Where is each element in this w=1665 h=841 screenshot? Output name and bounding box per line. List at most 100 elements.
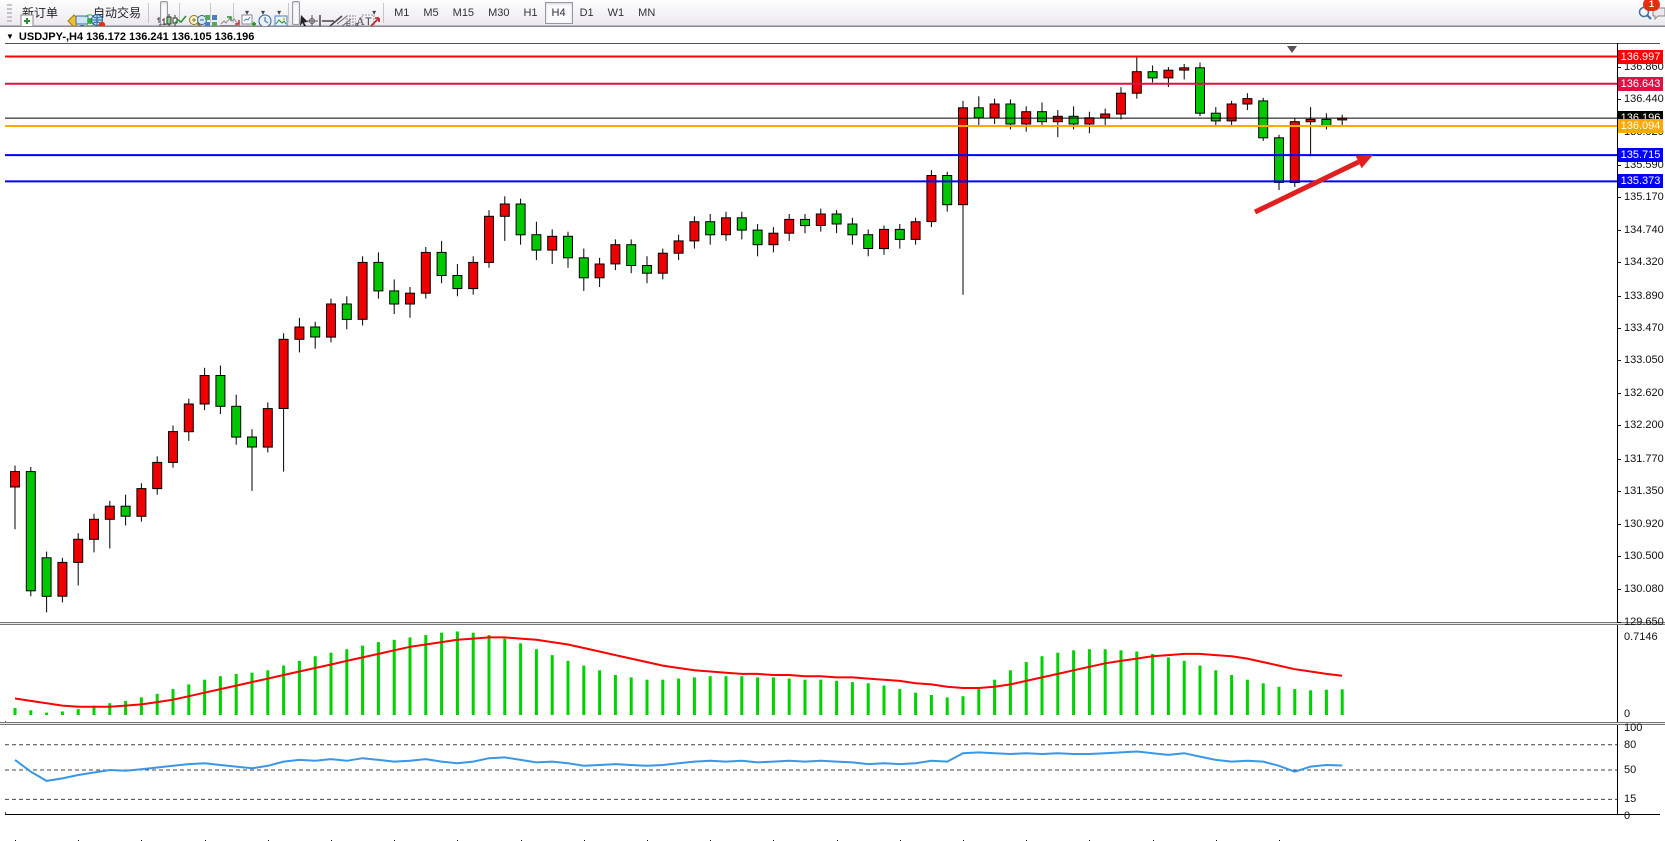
price-tick-mark bbox=[1617, 164, 1621, 166]
search-button[interactable] bbox=[1633, 1, 1652, 25]
macd-histogram-bar bbox=[582, 665, 586, 715]
macd-histogram-bar bbox=[1087, 649, 1091, 715]
timeframe-m5-button[interactable]: M5 bbox=[423, 6, 439, 19]
tile-windows-button[interactable] bbox=[199, 1, 218, 27]
price-tick-label: 136.860 bbox=[1624, 61, 1664, 74]
equidistant-channel-button[interactable]: E bbox=[332, 1, 352, 29]
timeframe-h1-button[interactable]: H1 bbox=[523, 6, 538, 19]
candle-body bbox=[531, 234, 542, 251]
chevron-down-icon[interactable]: ▾ bbox=[372, 8, 377, 17]
text-button[interactable]: A bbox=[348, 1, 365, 28]
rsi-line bbox=[14, 750, 1343, 782]
macd-histogram-bar bbox=[787, 678, 791, 715]
line-chart-button[interactable] bbox=[168, 1, 187, 25]
timeframe-m30-button[interactable]: M30 bbox=[488, 6, 510, 19]
candle-body bbox=[183, 403, 194, 433]
rsi-canvas[interactable] bbox=[5, 725, 1617, 812]
toolbar-separator bbox=[148, 2, 150, 23]
candle-body bbox=[452, 275, 463, 290]
vertical-line-button[interactable] bbox=[308, 1, 321, 27]
price-line-badge: 136.094 bbox=[1618, 118, 1663, 133]
rsi-axis-80: 80 bbox=[1624, 738, 1637, 751]
rsi-axis-50: 50 bbox=[1624, 764, 1637, 776]
macd-histogram-bar bbox=[313, 656, 317, 715]
macd-panel-splitter[interactable] bbox=[0, 622, 1665, 625]
chevron-down-icon[interactable]: ▾ bbox=[261, 8, 266, 17]
macd-histogram-bar bbox=[250, 672, 254, 715]
crosshair-button[interactable] bbox=[300, 1, 319, 27]
time-axis-line bbox=[5, 814, 1660, 815]
toolbar-grip bbox=[7, 3, 12, 22]
candle-body bbox=[1242, 98, 1253, 105]
timeframe-h4-button[interactable]: H4 bbox=[544, 1, 573, 24]
new-chart-button[interactable]: ▾ bbox=[237, 1, 257, 26]
candle-body bbox=[1179, 67, 1190, 71]
macd-histogram-bar bbox=[1182, 660, 1186, 715]
timeframe-m1-button[interactable]: M1 bbox=[394, 6, 410, 19]
chart-shift-marker[interactable] bbox=[1287, 46, 1297, 53]
candle-body bbox=[973, 107, 984, 119]
candlestick-chart-button[interactable] bbox=[160, 0, 178, 28]
rsi-axis-0: 0 bbox=[1624, 810, 1631, 822]
candle-body bbox=[578, 257, 589, 279]
zoom-in-button[interactable] bbox=[183, 1, 202, 28]
price-tick-label: 134.320 bbox=[1624, 256, 1664, 269]
candle-body bbox=[436, 251, 447, 276]
candle-body bbox=[515, 203, 526, 236]
templates-button[interactable]: ▾ bbox=[269, 1, 288, 26]
macd-canvas[interactable] bbox=[5, 625, 1617, 721]
macd-histogram-bar bbox=[519, 643, 523, 715]
deposit-gold-button[interactable] bbox=[62, 1, 81, 28]
price-tick-label: 129.650 bbox=[1624, 615, 1664, 628]
period-selector-button[interactable]: ▾ bbox=[253, 1, 272, 27]
candle-body bbox=[168, 431, 178, 463]
chevron-down-icon[interactable]: ▾ bbox=[277, 8, 282, 17]
chart-window: ▼ USDJPY-,H4 136.172 136.241 136.105 136… bbox=[0, 26, 1665, 841]
candle-body bbox=[278, 338, 289, 409]
horizontal-line-button[interactable] bbox=[316, 1, 335, 25]
timeframe-w1-button[interactable]: W1 bbox=[607, 6, 625, 19]
show-sell-levels-button[interactable] bbox=[222, 1, 241, 26]
price-axis[interactable]: 136.860136.440136.020135.590135.170134.7… bbox=[1617, 43, 1665, 841]
trend-arrow-head bbox=[1355, 155, 1373, 169]
main-chart-canvas[interactable] bbox=[5, 44, 1617, 622]
chart-title-bar[interactable]: ▼ USDJPY-,H4 136.172 136.241 136.105 136… bbox=[6, 30, 254, 43]
fibonacci-button[interactable]: F bbox=[340, 1, 359, 29]
macd-histogram-bar bbox=[835, 680, 839, 715]
autotrading-button[interactable]: 自动交易 bbox=[86, 1, 145, 28]
timeframe-d1-button[interactable]: D1 bbox=[579, 6, 594, 19]
candle-body bbox=[1100, 113, 1111, 119]
timeframe-m15-button[interactable]: M15 bbox=[452, 6, 475, 19]
macd-histogram-bar bbox=[914, 692, 918, 715]
toolbar-separator bbox=[233, 2, 235, 23]
macd-histogram-bar bbox=[1214, 670, 1218, 715]
rsi-panel-splitter[interactable] bbox=[0, 722, 1665, 725]
bar-chart-button[interactable] bbox=[152, 1, 172, 25]
trendline-button[interactable] bbox=[324, 1, 343, 27]
chat-button[interactable]: 1 bbox=[1643, 0, 1665, 25]
macd-axis-zero: 0 bbox=[1624, 708, 1631, 720]
candle-body bbox=[1210, 112, 1221, 122]
market-watch-button[interactable] bbox=[70, 1, 89, 27]
chevron-down-icon[interactable]: ▾ bbox=[245, 8, 250, 17]
svg-text:E: E bbox=[346, 23, 351, 29]
candle-body bbox=[1274, 137, 1284, 183]
svg-text:F: F bbox=[355, 23, 359, 29]
cursor-button[interactable] bbox=[292, 0, 309, 27]
candle-body bbox=[310, 326, 321, 338]
macd-histogram-bar bbox=[124, 700, 128, 715]
macd-histogram-bar bbox=[1340, 689, 1344, 715]
macd-histogram-bar bbox=[550, 655, 554, 715]
macd-histogram-bar bbox=[45, 712, 49, 715]
collapse-chart-icon[interactable]: ▼ bbox=[6, 32, 14, 41]
macd-histogram-bar bbox=[234, 673, 238, 715]
new-order-button[interactable]: 新订单 bbox=[15, 1, 62, 27]
candle-body bbox=[25, 471, 36, 592]
price-line-badge: 136.643 bbox=[1618, 76, 1663, 91]
candle-body bbox=[499, 203, 510, 217]
macd-histogram-bar bbox=[76, 709, 80, 715]
candle-body bbox=[341, 303, 352, 320]
timeframe-mn-button[interactable]: MN bbox=[638, 6, 656, 19]
arrows-button[interactable]: ▾ bbox=[364, 1, 380, 27]
